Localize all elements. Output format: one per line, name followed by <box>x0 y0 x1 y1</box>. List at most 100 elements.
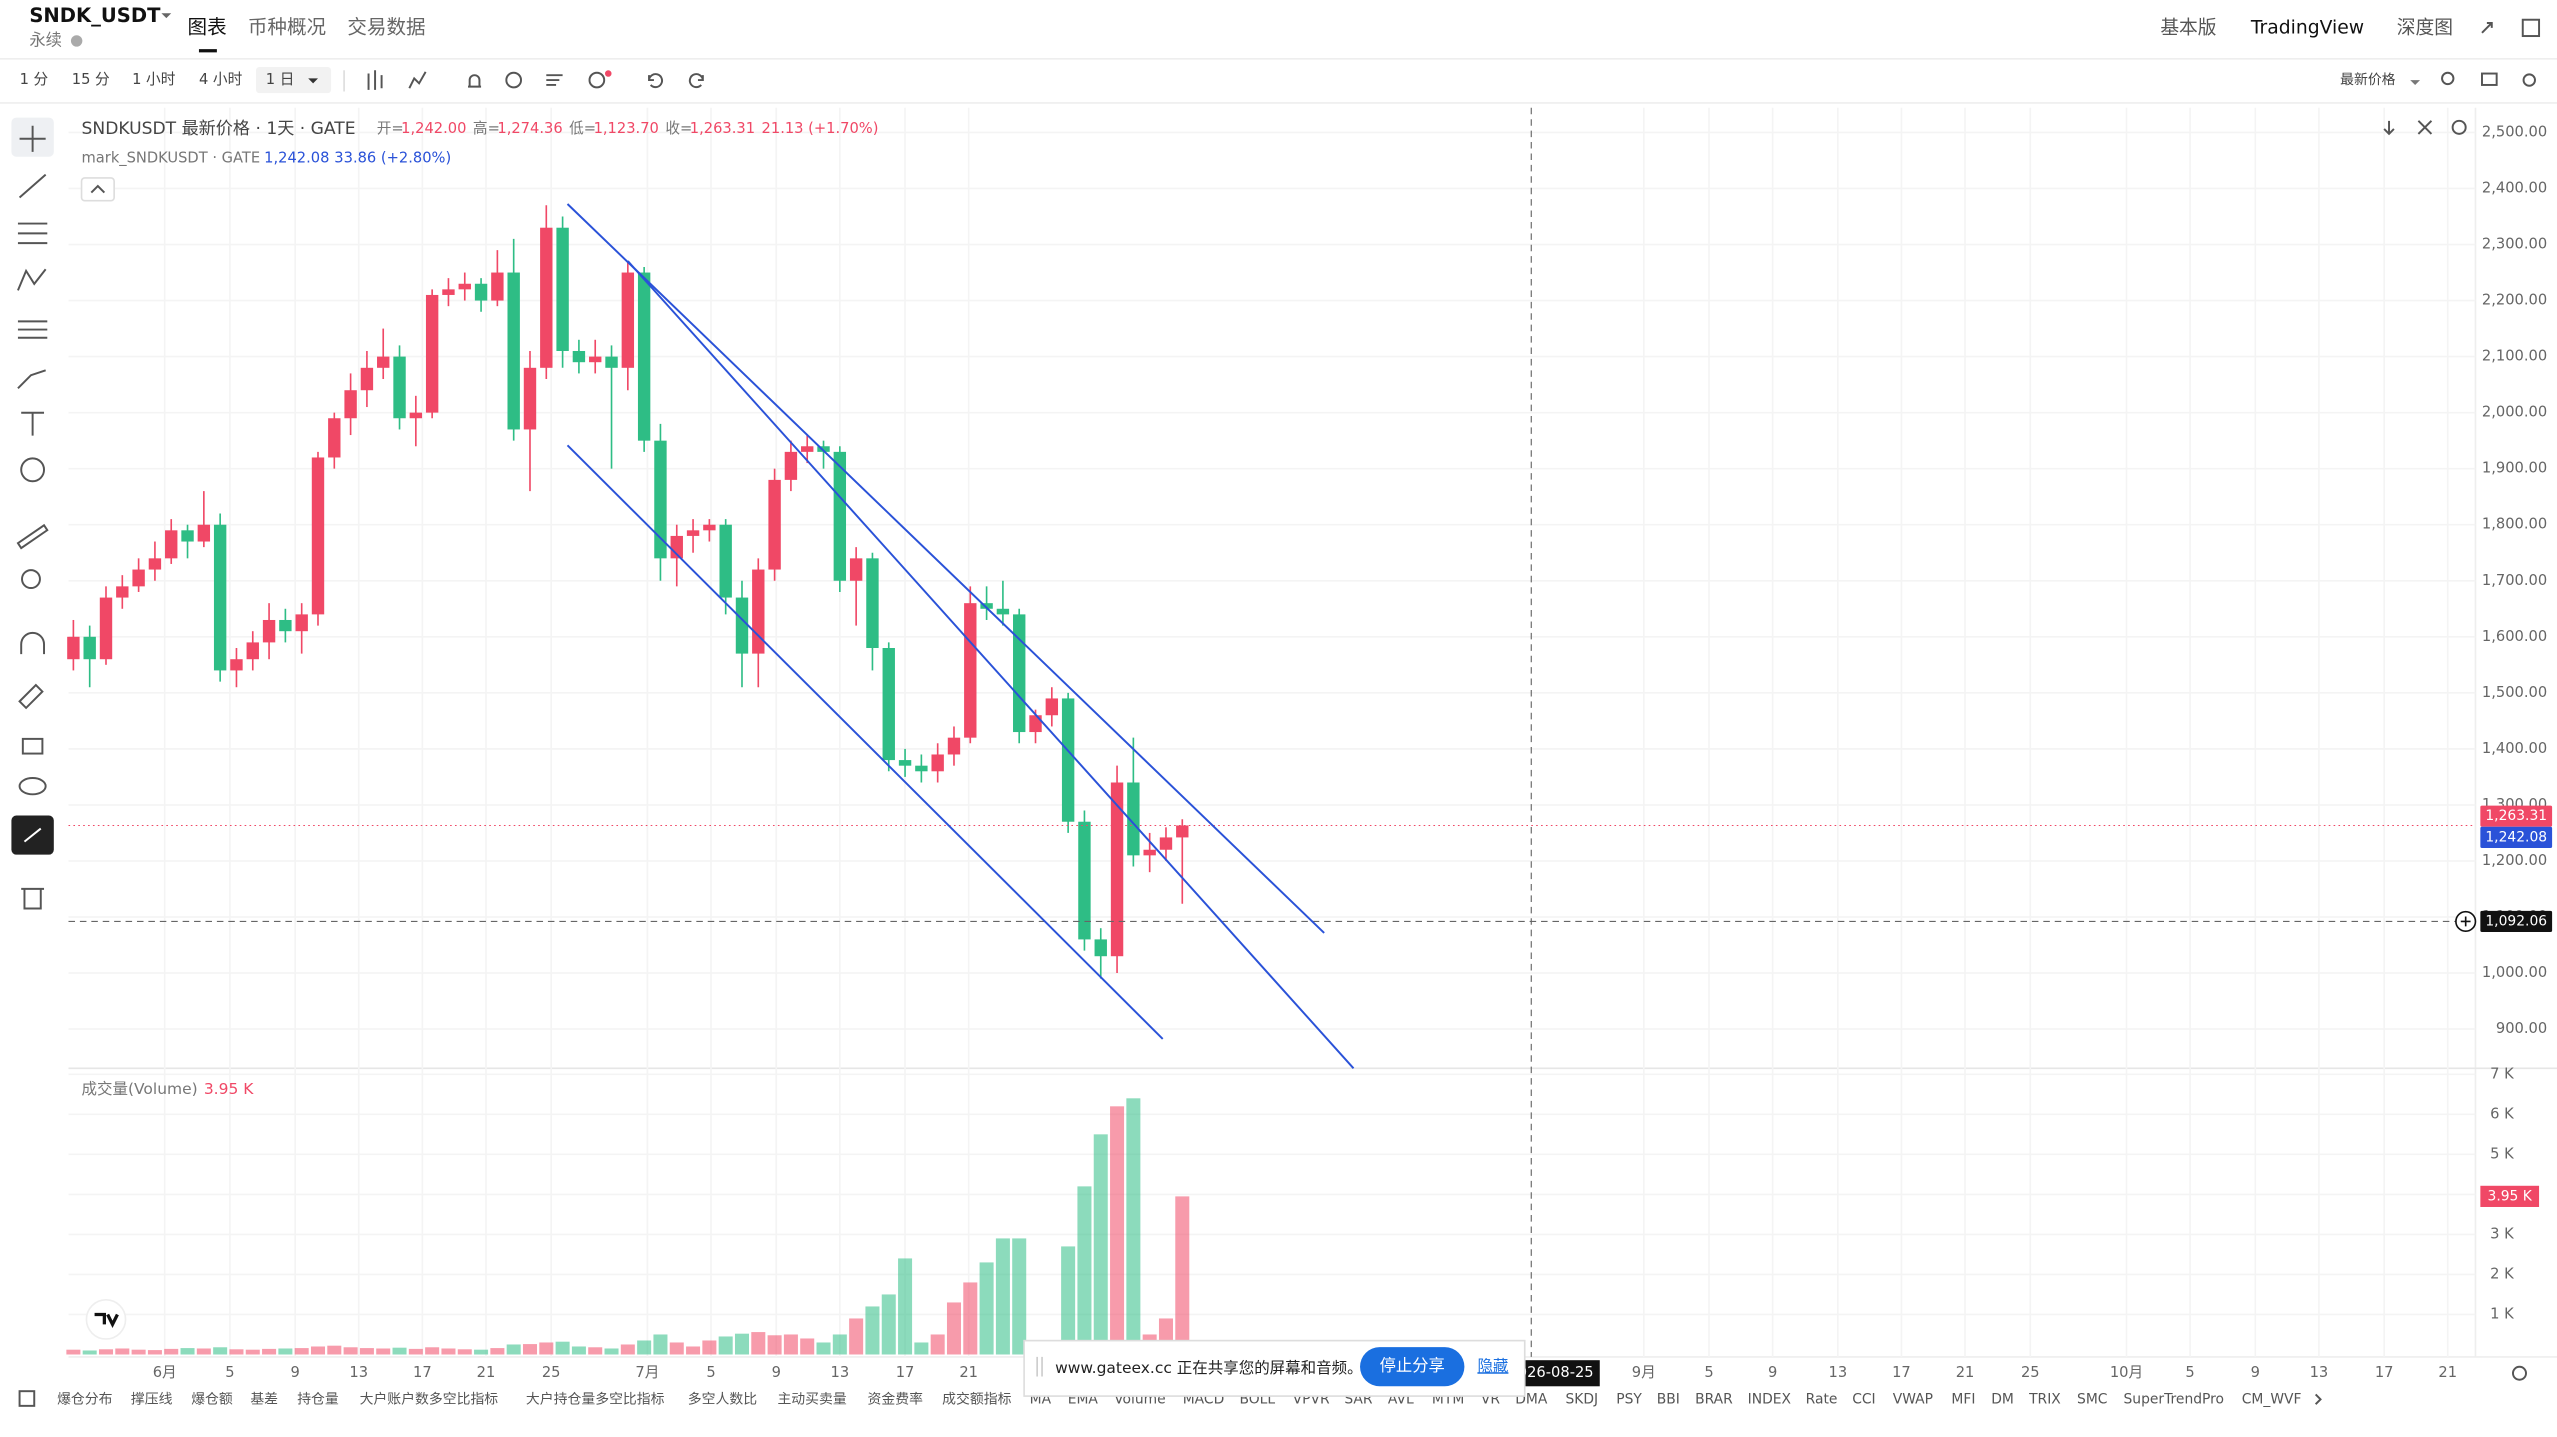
indicator-tab[interactable]: SMC <box>2077 1391 2107 1407</box>
volume-bar <box>343 1347 358 1355</box>
interval-selected[interactable] <box>256 67 332 94</box>
interval[interactable]: 15 分 <box>72 71 110 88</box>
candle-body <box>262 619 276 643</box>
reset-icon[interactable] <box>2451 119 2467 135</box>
indicator-tab[interactable]: 成交额指标 <box>942 1390 1011 1407</box>
scroll-icon[interactable] <box>2383 120 2395 136</box>
magnet-tool[interactable] <box>20 631 46 655</box>
volume-bar <box>1012 1238 1027 1355</box>
header-tab[interactable]: 图表 <box>188 15 227 38</box>
alert-icon[interactable] <box>468 74 482 88</box>
symbol-caret[interactable] <box>161 13 172 19</box>
indicator-tab[interactable]: BBI <box>1657 1391 1680 1407</box>
banner-grip[interactable] <box>1036 1356 1043 1377</box>
ohlc-value: 1,242.00 <box>401 120 466 137</box>
visibility-tool[interactable] <box>18 777 47 796</box>
channel-lower[interactable] <box>566 444 1164 1040</box>
header-right-item[interactable]: 深度图 <box>2397 16 2453 38</box>
emoji-tool[interactable] <box>20 457 46 483</box>
ruler-tool[interactable] <box>16 523 49 550</box>
indicator-tab[interactable]: 撑压线 <box>131 1391 173 1407</box>
interval[interactable]: 1 日 <box>266 71 295 88</box>
indicator-tab[interactable]: SuperTrendPro <box>2124 1391 2225 1407</box>
channel-middle[interactable] <box>627 260 1355 1069</box>
tabs-icon[interactable] <box>18 1390 36 1407</box>
channel-tool[interactable] <box>17 222 48 245</box>
undo-icon[interactable] <box>648 73 663 89</box>
plot: 900.001,000.001,100.001,200.001,300.001,… <box>66 107 2557 1381</box>
indicator-tab[interactable]: 基差 <box>250 1390 278 1407</box>
indicator-tab[interactable]: 爆仓分布 <box>57 1391 113 1407</box>
symbol[interactable]: SNDK_USDT <box>29 4 161 27</box>
price-source[interactable]: 最新价格 <box>2340 72 2396 88</box>
indicator-tab[interactable]: CCI <box>1852 1391 1875 1407</box>
volume-bar <box>588 1347 603 1355</box>
interval-caret[interactable] <box>308 78 318 84</box>
indicator-tab[interactable]: SKDJ <box>1565 1391 1598 1407</box>
crosshair-tool[interactable] <box>19 125 46 152</box>
candle-icon[interactable] <box>367 70 383 90</box>
fullscreen-icon[interactable] <box>2521 18 2541 38</box>
channel-upper[interactable] <box>566 203 1325 934</box>
info-icon[interactable] <box>70 35 83 47</box>
template-icon[interactable] <box>546 74 563 86</box>
indicator-tab[interactable]: INDEX <box>1748 1391 1792 1407</box>
add-icon[interactable] <box>588 71 606 89</box>
x-tick-label: 5 <box>225 1364 234 1381</box>
replay-icon[interactable] <box>505 71 522 89</box>
lock-draw-tool[interactable] <box>18 683 44 710</box>
indicator-tab[interactable]: DM <box>1991 1391 2014 1407</box>
candle-body <box>132 569 145 587</box>
indicator-tab[interactable]: 爆仓额 <box>191 1391 233 1407</box>
axis-settings[interactable] <box>2511 1365 2527 1381</box>
fib-tool[interactable] <box>17 320 48 339</box>
price-source-caret[interactable] <box>2410 80 2421 85</box>
brush-tool[interactable] <box>17 369 46 389</box>
header-right-item[interactable]: TradingView <box>2250 17 2364 38</box>
expand-icon[interactable] <box>2481 22 2493 34</box>
search-icon[interactable] <box>2441 71 2455 86</box>
interval[interactable]: 4 小时 <box>199 71 243 88</box>
indicator-tab[interactable]: 资金费率 <box>868 1390 924 1407</box>
header-right-item[interactable]: 基本版 <box>2160 16 2217 38</box>
collapse-button[interactable] <box>80 177 115 202</box>
header-tab[interactable]: 币种概况 <box>248 15 326 38</box>
indicator-tab[interactable]: CM_WVF <box>2242 1391 2302 1407</box>
indicator-tab[interactable]: 大户账户数多空比指标 <box>360 1390 499 1407</box>
tabs-more[interactable] <box>2314 1393 2322 1405</box>
indicator-tab[interactable]: 持仓量 <box>297 1391 339 1407</box>
interval[interactable]: 1 小时 <box>132 71 176 88</box>
redo-icon[interactable] <box>688 73 704 89</box>
indicator-tab[interactable]: VWAP <box>1893 1391 1933 1407</box>
indicator-tab[interactable]: Rate <box>1806 1391 1838 1407</box>
stop-share-label[interactable]: 停止分享 <box>1380 1356 1445 1375</box>
settings-icon[interactable] <box>2522 73 2536 87</box>
lock-tool[interactable] <box>21 737 44 755</box>
x-tick-label: 5 <box>1704 1364 1713 1381</box>
x-tick-label: 17 <box>413 1364 432 1381</box>
indicator-tab[interactable]: MFI <box>1951 1391 1975 1407</box>
camera-icon[interactable] <box>2481 72 2498 86</box>
x-tick-label: 9 <box>1768 1364 1777 1381</box>
indicator-tab[interactable]: 大户持仓量多空比指标 <box>526 1390 665 1407</box>
compress-icon[interactable] <box>2417 120 2433 135</box>
indicator-tab[interactable]: BRAR <box>1695 1391 1733 1407</box>
indicator-tab[interactable]: PSY <box>1616 1391 1642 1407</box>
indicator-tab[interactable]: 主动买卖量 <box>777 1391 846 1407</box>
x-tick-label: 17 <box>896 1364 915 1381</box>
y-tick-label: 1,700.00 <box>2482 572 2547 589</box>
indicator-tab[interactable]: TRIX <box>2028 1391 2061 1407</box>
candle-body <box>507 272 520 430</box>
interval[interactable]: 1 分 <box>20 71 49 88</box>
hide-link[interactable]: 隐藏 <box>1477 1357 1508 1375</box>
trendline-tool[interactable] <box>18 173 47 199</box>
delete-tool[interactable] <box>21 887 45 910</box>
zoom-tool[interactable] <box>21 569 41 590</box>
stop-share-button[interactable] <box>1360 1347 1465 1387</box>
indicator-icon[interactable] <box>408 71 427 89</box>
indicator-tab[interactable]: 多空人数比 <box>688 1390 757 1407</box>
header-tab[interactable]: 交易数据 <box>347 15 425 38</box>
pattern-tool[interactable] <box>17 268 47 291</box>
text-tool[interactable] <box>21 411 45 436</box>
